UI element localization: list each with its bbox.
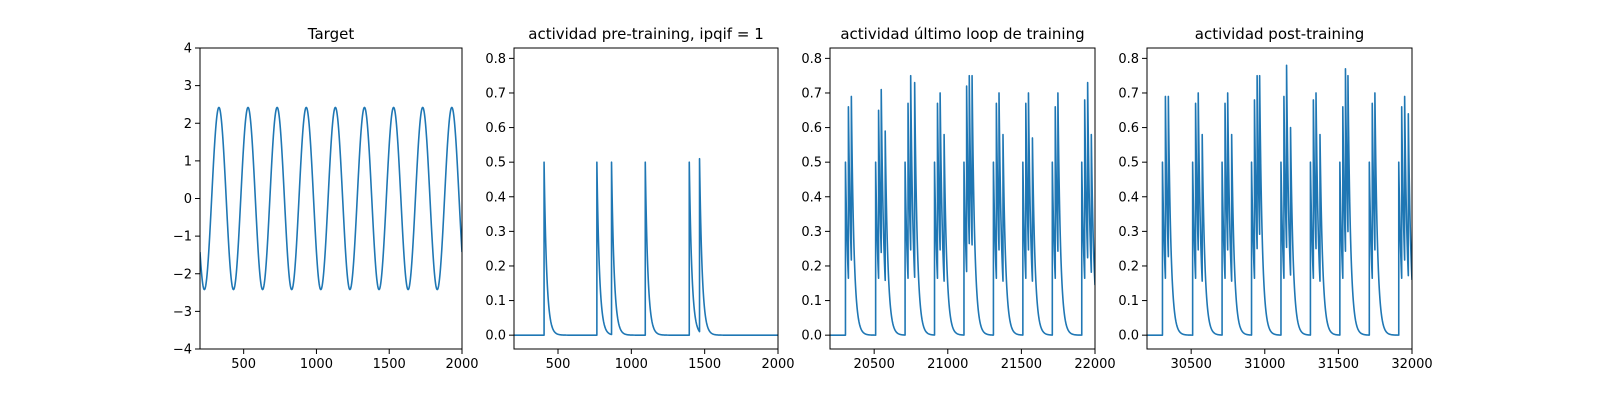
x-tick-label: 30500: [1170, 357, 1211, 372]
x-tick-label: 31000: [1244, 357, 1285, 372]
y-tick-label: 0.8: [801, 52, 822, 67]
y-tick-label: 0.8: [485, 52, 506, 67]
x-tick-label: 2000: [445, 357, 478, 372]
chart-panel-3: 20500 21000 21500 22000 0.0 0.1 0.2 0.3 0.4 0.5 0.…: [801, 25, 1115, 372]
series-line: [200, 106, 462, 291]
x-tick-label: 31500: [1318, 357, 1359, 372]
x-tick-label: 2000: [761, 357, 794, 372]
series-line: [830, 74, 1095, 336]
series-line: [514, 157, 778, 336]
y-tick-label: 0.1: [485, 294, 506, 309]
y-tick-label: 0.4: [485, 190, 506, 205]
x-tick-label: 20500: [853, 357, 894, 372]
y-tick-label: 4: [184, 42, 192, 57]
y-tick-label: 0.5: [485, 156, 506, 171]
y-tick-label: 0.4: [1118, 190, 1139, 205]
axes-frame: [513, 47, 779, 350]
x-tick-label: 1000: [300, 357, 333, 372]
y-tick-label: 0.3: [485, 225, 506, 240]
y-tick-label: 0.6: [485, 121, 506, 136]
y-tick-label: 0.7: [485, 86, 506, 101]
y-tick-label: 0.3: [801, 225, 822, 240]
y-tick-label: −4: [173, 343, 192, 358]
y-tick-label: −2: [173, 267, 192, 282]
y-tick-label: 0.5: [801, 156, 822, 171]
y-tick-label: 1: [184, 154, 192, 169]
y-tick-label: 0.0: [801, 329, 822, 344]
y-tick-label: 0.7: [1118, 86, 1139, 101]
series-line: [1147, 64, 1412, 336]
y-tick-label: 0.1: [1118, 294, 1139, 309]
chart-title: actividad pre-training, ipqif = 1: [528, 25, 764, 43]
y-tick-label: 3: [184, 79, 192, 94]
chart-panel-4: 30500 31000 31500 32000 0.0 0.1 0.2 0.3 0.4 0.5 0.…: [1118, 25, 1432, 372]
chart-panel-2: 500 1000 1500 2000 0.0 0.1 0.2 0.3 0.4 0.5 0.6 0.7 0…: [485, 25, 794, 372]
x-tick-label: 500: [231, 357, 256, 372]
y-tick-label: 0.2: [1118, 259, 1139, 274]
y-tick-label: 0.5: [1118, 156, 1139, 171]
y-tick-label: 2: [184, 117, 192, 132]
y-tick-label: 0: [184, 192, 192, 207]
y-tick-label: 0.4: [801, 190, 822, 205]
x-tick-label: 21000: [927, 357, 968, 372]
chart-title: actividad último loop de training: [840, 25, 1084, 43]
y-tick-label: 0.6: [1118, 121, 1139, 136]
y-tick-label: 0.0: [1118, 329, 1139, 344]
y-tick-label: 0.2: [801, 259, 822, 274]
x-tick-label: 1000: [615, 357, 648, 372]
x-tick-label: 32000: [1391, 357, 1432, 372]
y-tick-label: 0.1: [801, 294, 822, 309]
x-tick-label: 22000: [1074, 357, 1115, 372]
y-tick-label: 0.3: [1118, 225, 1139, 240]
y-tick-label: 0.7: [801, 86, 822, 101]
y-tick-label: −1: [173, 230, 192, 245]
y-tick-label: 0.8: [1118, 52, 1139, 67]
y-tick-label: −3: [173, 305, 192, 320]
x-tick-label: 21500: [1001, 357, 1042, 372]
chart-panel-1: 500 1000 1500 2000 −4 −3 −2 −1 0 1 2 3 4 Target: [173, 25, 479, 372]
y-tick-label: 0.0: [485, 329, 506, 344]
chart-title: actividad post-training: [1195, 25, 1364, 43]
x-tick-label: 1500: [688, 357, 721, 372]
axes-frame: [199, 47, 463, 350]
chart-title: Target: [307, 25, 355, 43]
y-tick-label: 0.2: [485, 259, 506, 274]
y-tick-label: 0.6: [801, 121, 822, 136]
x-tick-label: 1500: [373, 357, 406, 372]
axes-frame: [829, 47, 1096, 350]
x-tick-label: 500: [546, 357, 571, 372]
axes-frame: [1146, 47, 1413, 350]
